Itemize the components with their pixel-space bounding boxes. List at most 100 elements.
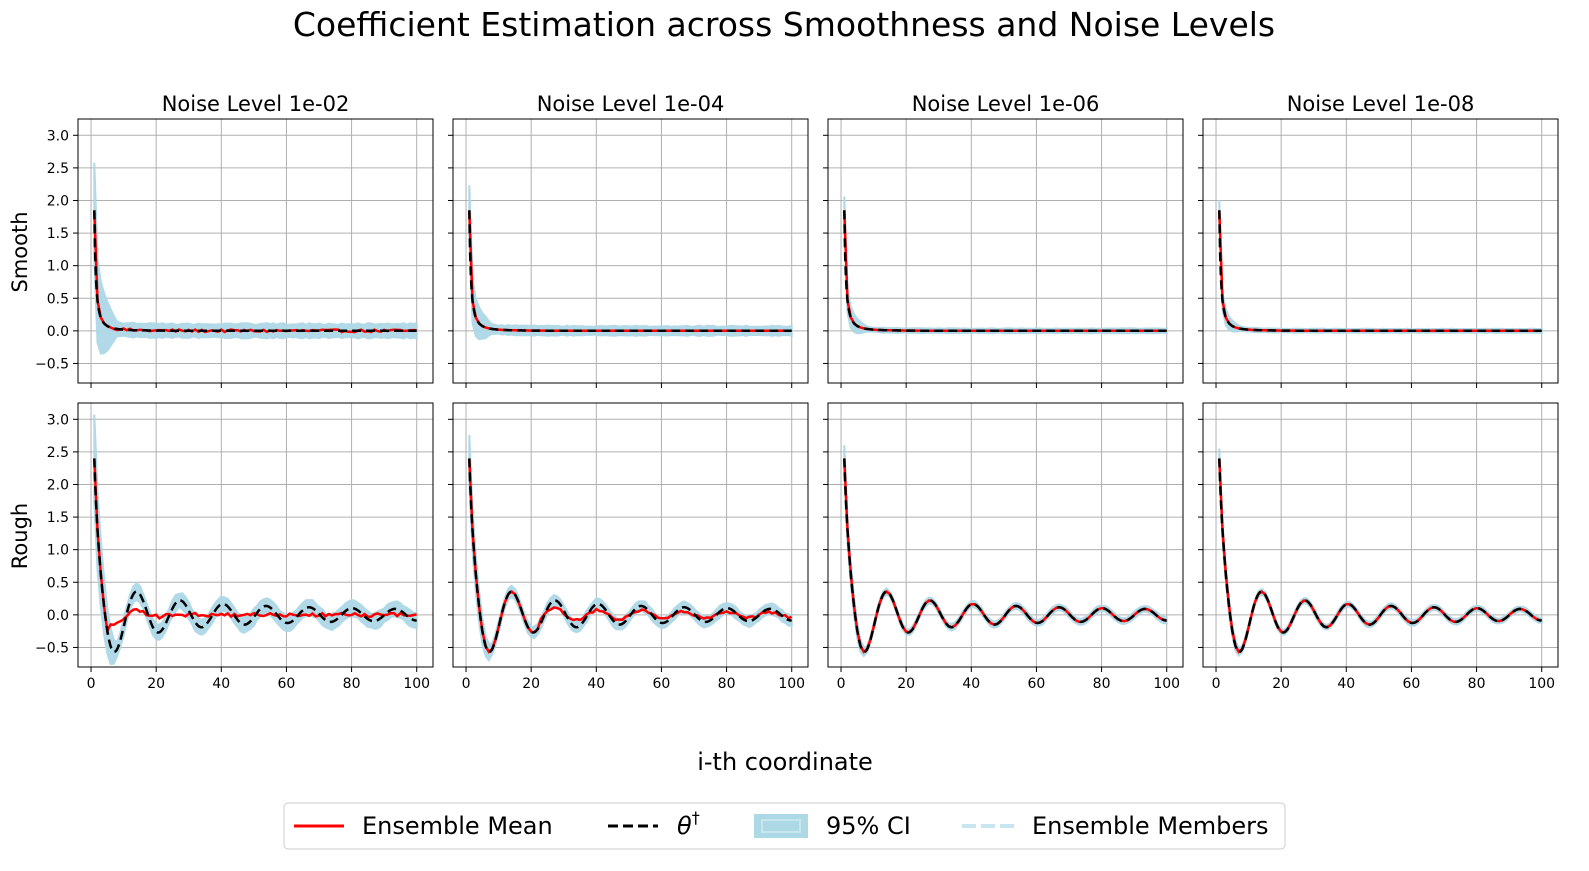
y-tick-label: 3.0 — [47, 412, 69, 428]
panel-plot-area — [93, 162, 418, 355]
ci-band — [843, 196, 1168, 335]
x-tick-label: 60 — [1403, 676, 1421, 692]
panel-rough-2: 0 20 40 60 80 100 — [448, 402, 809, 692]
panel-plot-area — [468, 185, 793, 341]
x-tick-label: 0 — [462, 676, 471, 692]
panel-smooth-2: Noise Level 1e-04 — [448, 92, 809, 388]
panel-frame — [1202, 402, 1559, 668]
panel-rough-3: 0 20 40 60 80 100 — [823, 402, 1184, 692]
x-tick-label: 100 — [403, 676, 430, 692]
y-tick-label: 1.0 — [47, 543, 69, 559]
x-tick-label: 20 — [522, 676, 540, 692]
x-tick-label: 100 — [778, 676, 805, 692]
x-tick-label: 80 — [1093, 676, 1111, 692]
x-tick-label: 60 — [1028, 676, 1046, 692]
series-mean-line — [1218, 210, 1542, 333]
ci-band — [93, 414, 418, 666]
y-tick-label: 3.0 — [47, 128, 69, 144]
series-mean-line — [468, 210, 792, 333]
row-label-rough: Rough — [8, 503, 32, 569]
panel-plot-area — [1218, 448, 1543, 658]
x-tick-label: 60 — [653, 676, 671, 692]
panel-frame — [77, 402, 434, 668]
x-tick-label: 40 — [587, 676, 605, 692]
x-tick-label: 100 — [1528, 676, 1555, 692]
ci-band — [93, 162, 418, 355]
panel-smooth-3: Noise Level 1e-06 — [823, 92, 1184, 388]
panel-title-1: Noise Level 1e-02 — [162, 92, 350, 116]
panel-title-2: Noise Level 1e-04 — [537, 92, 725, 116]
panel-grid: −0.5 0.0 0.5 1.0 1.5 2.0 2.5 3.0 Noise Level 1e-… — [35, 92, 1559, 692]
series-truth-line — [1218, 210, 1542, 333]
legend-ci-label: 95% CI — [826, 812, 911, 840]
x-tick-label: 40 — [1337, 676, 1355, 692]
x-tick-label: 0 — [837, 676, 846, 692]
x-tick-label: 80 — [1468, 676, 1486, 692]
panel-frame — [452, 402, 809, 668]
panel-rough-4: 0 20 40 60 80 100 — [1198, 402, 1559, 692]
series-mean-line — [93, 210, 417, 334]
ci-band — [468, 434, 793, 663]
ci-band — [1218, 200, 1543, 334]
x-tick-label: 40 — [212, 676, 230, 692]
y-tick-label: −0.5 — [35, 356, 69, 372]
legend-truth-superscript: † — [692, 808, 700, 827]
ci-band — [468, 185, 793, 341]
ci-band — [1218, 448, 1543, 658]
panel-frame — [827, 118, 1184, 384]
panel-plot-area — [1218, 200, 1543, 334]
y-tick-label: 0.0 — [47, 324, 69, 340]
y-tick-label: 1.0 — [47, 259, 69, 275]
series-truth-line — [468, 458, 792, 654]
x-tick-label: 20 — [1272, 676, 1290, 692]
panel-frame — [77, 118, 434, 384]
x-tick-label: 40 — [962, 676, 980, 692]
y-tick-label: 2.0 — [47, 477, 69, 493]
x-axis-label: i-th coordinate — [697, 748, 873, 776]
legend: Ensemble Mean θ† 95% CI Ensemble Members — [283, 802, 1286, 850]
row-label-smooth: Smooth — [8, 211, 32, 292]
panel-plot-area — [843, 445, 1168, 658]
panel-frame — [1202, 118, 1559, 384]
y-tick-label: 2.0 — [47, 193, 69, 209]
series-mean-line — [843, 210, 1167, 333]
ci-band — [843, 445, 1168, 658]
y-tick-label: −0.5 — [35, 640, 69, 656]
figure-title: Coefficient Estimation across Smoothness… — [293, 5, 1275, 44]
legend-ci-swatch-inner — [761, 819, 801, 833]
panel-plot-area — [468, 434, 793, 663]
panel-title-3: Noise Level 1e-06 — [912, 92, 1100, 116]
x-tick-label: 0 — [87, 676, 96, 692]
series-truth-line — [1218, 458, 1542, 654]
y-tick-label: 0.5 — [47, 575, 69, 591]
x-tick-label: 60 — [278, 676, 296, 692]
panel-title-4: Noise Level 1e-08 — [1287, 92, 1475, 116]
y-tick-label: 0.5 — [47, 291, 69, 307]
series-truth-line — [93, 210, 417, 333]
series-truth-line — [468, 210, 792, 333]
y-tick-label: 1.5 — [47, 226, 69, 242]
series-truth-line — [93, 458, 417, 654]
legend-members-label: Ensemble Members — [1032, 812, 1269, 840]
y-tick-label: 2.5 — [47, 161, 69, 177]
panel-frame — [827, 402, 1184, 668]
x-tick-label: 80 — [343, 676, 361, 692]
panel-smooth-1: −0.5 0.0 0.5 1.0 1.5 2.0 2.5 3.0 Noise Level 1e-… — [35, 92, 434, 388]
panel-frame — [452, 118, 809, 384]
y-tick-label: 2.5 — [47, 445, 69, 461]
panel-plot-area — [93, 414, 418, 666]
panel-plot-area — [843, 196, 1168, 335]
panel-smooth-4: Noise Level 1e-08 — [1198, 92, 1559, 388]
series-truth-line — [843, 210, 1167, 333]
legend-truth-label: θ† — [677, 808, 700, 840]
series-truth-line — [843, 458, 1167, 654]
legend-truth-symbol: θ — [677, 812, 692, 840]
panel-rough-1: 0 20 40 60 80 100 −0.5 0.0 0.5 1.0 1.5 2.0 2.5 3.0 — [35, 402, 434, 692]
legend-mean-label: Ensemble Mean — [362, 812, 553, 840]
x-tick-label: 20 — [897, 676, 915, 692]
x-tick-label: 80 — [718, 676, 736, 692]
x-tick-label: 100 — [1153, 676, 1180, 692]
x-tick-label: 0 — [1212, 676, 1221, 692]
y-tick-label: 1.5 — [47, 510, 69, 526]
